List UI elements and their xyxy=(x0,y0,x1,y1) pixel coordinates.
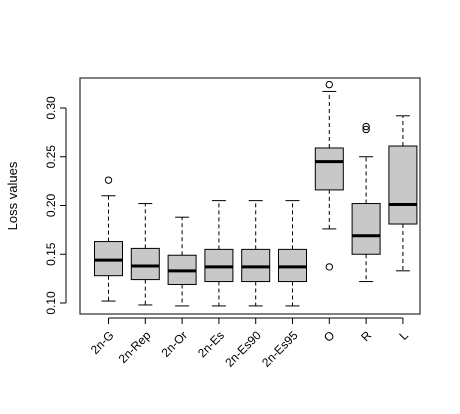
y-tick-label: 0.30 xyxy=(44,96,58,120)
y-tick-label: 0.15 xyxy=(44,242,58,266)
box-iqr xyxy=(351,203,381,255)
y-tick-label: 0.10 xyxy=(44,291,58,315)
outlier-point xyxy=(325,80,333,89)
x-tick-label: 2n-Es xyxy=(195,328,227,360)
y-axis: 0.10 0.15 0.20 0.25 0.30 xyxy=(44,96,67,315)
x-tick-label: 2n-Rep xyxy=(116,328,154,366)
box-group xyxy=(130,203,160,306)
box-iqr xyxy=(130,247,160,281)
outlier-point xyxy=(104,176,113,184)
box-group xyxy=(388,115,418,272)
y-tick-label: 0.25 xyxy=(44,145,58,169)
outlier-point xyxy=(325,263,333,271)
outlier-point xyxy=(362,125,370,134)
x-tick-label: 2n-Es90 xyxy=(222,328,264,370)
box-group xyxy=(204,200,234,307)
box-group xyxy=(241,200,271,307)
box-group xyxy=(167,216,197,307)
x-tick-label: 2n-G xyxy=(88,328,117,357)
x-tick-label: R xyxy=(358,328,374,344)
y-axis-title: Loss values xyxy=(5,161,20,230)
y-tick-label: 0.20 xyxy=(44,193,58,217)
x-tick-label: 2n-Es95 xyxy=(259,328,301,370)
outlier-point xyxy=(362,122,370,131)
x-tick-label: O xyxy=(321,328,338,345)
box-group xyxy=(351,122,381,283)
box-iqr xyxy=(314,147,344,191)
box-iqr xyxy=(388,145,418,225)
box-group xyxy=(314,80,344,271)
x-tick-label: 2n-Or xyxy=(159,328,191,360)
box-group xyxy=(94,176,123,302)
plot-frame xyxy=(79,77,421,315)
box-series xyxy=(94,80,418,307)
box-group xyxy=(278,200,307,307)
x-tick-label: L xyxy=(396,328,411,343)
